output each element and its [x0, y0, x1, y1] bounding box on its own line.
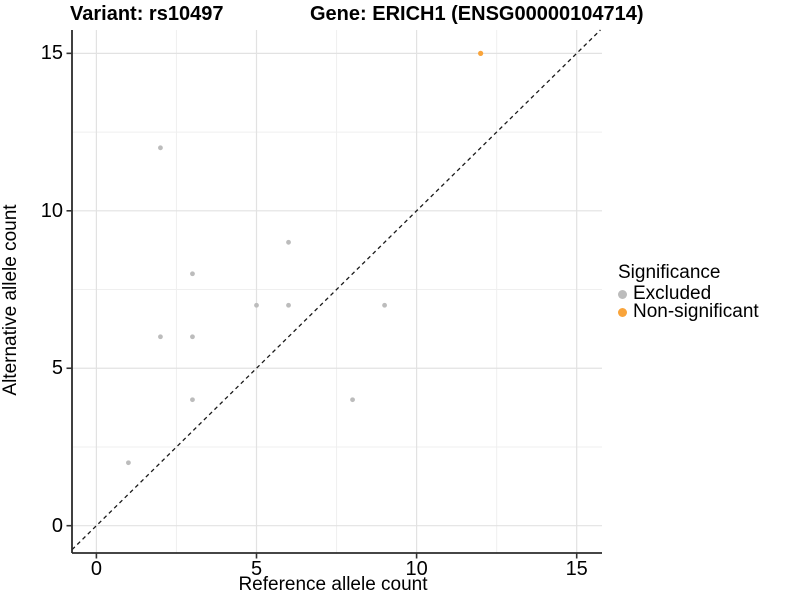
variant-title: Variant: rs10497: [70, 3, 224, 25]
y-tick-label: 10: [40, 199, 63, 222]
data-point-non-significant: [478, 50, 484, 56]
data-point-excluded: [286, 302, 291, 308]
x-tick-label: 15: [565, 558, 588, 580]
excluded-dot-icon: [618, 289, 627, 299]
data-point-excluded: [126, 460, 131, 466]
legend-label: Excluded: [633, 283, 712, 304]
non-significant-dot-icon: [618, 307, 627, 317]
y-tick-label: 5: [51, 357, 63, 380]
x-axis-title: Reference allele count: [238, 574, 428, 595]
legend-label: Non-significant: [633, 301, 759, 322]
y-tick-label: 15: [40, 42, 63, 65]
legend-item-excluded: Excluded: [618, 283, 759, 304]
y-tick-label: 0: [51, 514, 63, 537]
legend: Significance Excluded Non-significant: [618, 262, 759, 321]
data-point-excluded: [286, 239, 291, 245]
data-point-excluded: [158, 334, 163, 340]
legend-item-non-significant: Non-significant: [618, 301, 759, 322]
data-point-excluded: [254, 302, 259, 308]
identity-dashed-line: [71, 29, 601, 551]
legend-title: Significance: [618, 262, 721, 283]
x-tick-label: 0: [90, 558, 102, 580]
data-point-excluded: [190, 334, 195, 340]
x-tick-label: 5: [250, 558, 263, 580]
gene-title: Gene: ERICH1 (ENSG00000104714): [310, 3, 644, 25]
data-point-excluded: [190, 271, 195, 277]
y-axis-title: Alternative allele count: [0, 204, 21, 396]
x-tick-label: 10: [405, 558, 428, 580]
data-point-excluded: [190, 397, 195, 403]
data-point-excluded: [158, 145, 163, 151]
data-point-excluded: [382, 302, 387, 308]
data-point-excluded: [350, 397, 355, 403]
